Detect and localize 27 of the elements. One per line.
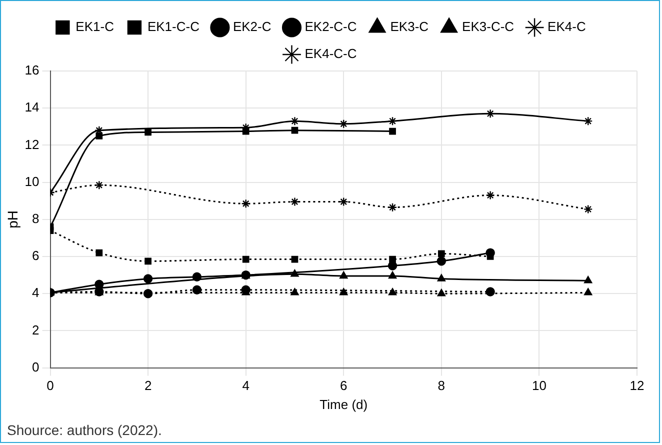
x-axis-title: Time (d) <box>320 396 368 412</box>
y-tick-label: 0 <box>32 359 40 374</box>
x-tick-label: 10 <box>532 378 546 394</box>
x-tick-label: 6 <box>340 378 348 394</box>
x-tick-label: 8 <box>438 378 446 394</box>
legend-label: EK2-C <box>232 19 272 34</box>
y-tick-label: 12 <box>24 136 40 152</box>
y-tick-label: 6 <box>32 248 40 264</box>
legend-label: EK3-C <box>390 19 429 34</box>
x-tick-label: 12 <box>630 378 644 394</box>
x-tick-label: 2 <box>144 378 152 394</box>
x-tick-label: 4 <box>242 378 250 394</box>
y-tick-label: 16 <box>24 62 40 78</box>
legend-label: EK1-C-C <box>147 19 200 34</box>
legend-label: EK3-C-C <box>462 19 514 34</box>
x-tick-label: 0 <box>46 378 54 394</box>
y-tick-label: 2 <box>32 322 40 338</box>
legend-label: EK4-C-C <box>304 46 357 62</box>
text: Shource: authors (2022). <box>7 422 162 438</box>
y-tick-label: 4 <box>32 285 40 300</box>
legend-label: EK2-C-C <box>304 19 357 34</box>
y-tick-label: 14 <box>24 100 40 115</box>
y-tick-label: 8 <box>32 210 40 226</box>
legend-label: EK4-C <box>548 19 586 34</box>
y-axis-title: pH <box>4 210 20 228</box>
y-tick-label: 10 <box>24 174 40 189</box>
legend-label: EK1-C <box>76 19 114 34</box>
